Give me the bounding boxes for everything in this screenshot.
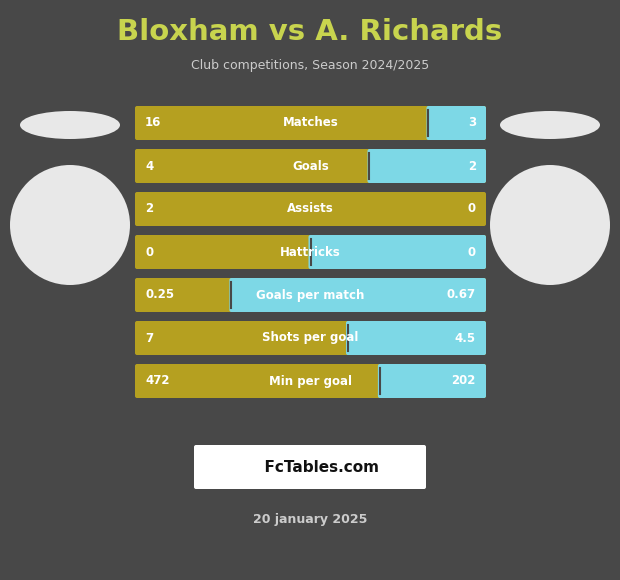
FancyBboxPatch shape <box>135 106 486 140</box>
Ellipse shape <box>20 111 120 139</box>
Text: 4.5: 4.5 <box>455 332 476 345</box>
Text: 4: 4 <box>145 160 153 172</box>
Text: Club competitions, Season 2024/2025: Club competitions, Season 2024/2025 <box>191 60 429 72</box>
FancyBboxPatch shape <box>135 235 486 269</box>
Text: 0.67: 0.67 <box>447 288 476 302</box>
FancyBboxPatch shape <box>427 106 486 140</box>
Text: 0.25: 0.25 <box>145 288 174 302</box>
Circle shape <box>10 165 130 285</box>
FancyBboxPatch shape <box>135 364 486 398</box>
Text: Shots per goal: Shots per goal <box>262 332 359 345</box>
Text: FcTables.com: FcTables.com <box>254 459 378 474</box>
Text: 0: 0 <box>145 245 153 259</box>
FancyBboxPatch shape <box>194 445 426 489</box>
Text: 16: 16 <box>145 117 161 129</box>
FancyBboxPatch shape <box>378 364 486 398</box>
FancyBboxPatch shape <box>135 278 486 312</box>
Text: Assists: Assists <box>287 202 334 216</box>
Ellipse shape <box>500 111 600 139</box>
Text: Matches: Matches <box>283 117 339 129</box>
Text: 0: 0 <box>468 245 476 259</box>
Text: Goals: Goals <box>292 160 329 172</box>
FancyBboxPatch shape <box>135 192 486 226</box>
Text: 2: 2 <box>145 202 153 216</box>
FancyBboxPatch shape <box>135 149 486 183</box>
Text: 0: 0 <box>468 202 476 216</box>
Text: Min per goal: Min per goal <box>269 375 352 387</box>
Text: 7: 7 <box>145 332 153 345</box>
Text: 3: 3 <box>468 117 476 129</box>
FancyBboxPatch shape <box>346 321 486 355</box>
Text: Goals per match: Goals per match <box>256 288 365 302</box>
Circle shape <box>490 165 610 285</box>
Text: 2: 2 <box>468 160 476 172</box>
FancyBboxPatch shape <box>368 149 486 183</box>
Text: Bloxham vs A. Richards: Bloxham vs A. Richards <box>117 18 503 46</box>
Text: 20 january 2025: 20 january 2025 <box>253 513 367 527</box>
Text: 472: 472 <box>145 375 169 387</box>
Text: 202: 202 <box>451 375 476 387</box>
Text: Hattricks: Hattricks <box>280 245 341 259</box>
FancyBboxPatch shape <box>135 321 486 355</box>
FancyBboxPatch shape <box>229 278 486 312</box>
FancyBboxPatch shape <box>309 235 486 269</box>
